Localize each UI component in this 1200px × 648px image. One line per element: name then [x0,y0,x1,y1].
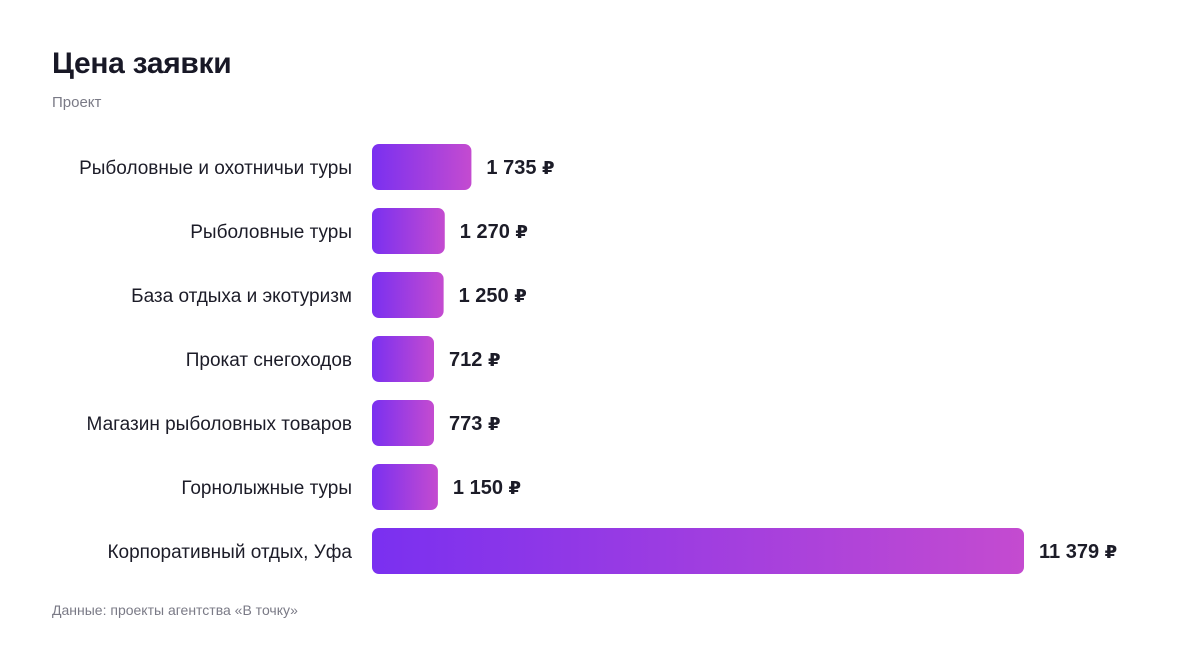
category-label: Прокат снегоходов [186,350,352,371]
value-label: 1 270 ₽ [460,221,528,243]
bar [372,272,444,318]
value-label: 1 735 ₽ [486,157,554,179]
category-label: Корпоративный отдых, Уфа [107,542,352,563]
value-label: 1 150 ₽ [453,477,521,499]
value-label: 712 ₽ [449,349,500,371]
chart-title: Цена заявки [52,47,232,80]
category-label: База отдыха и экотуризм [131,286,352,307]
value-label: 773 ₽ [449,413,500,435]
value-label: 11 379 ₽ [1039,541,1117,563]
category-label: Рыболовные туры [190,222,352,243]
category-label: Горнолыжные туры [181,478,352,499]
chart-body: Рыболовные и охотничьи туры 1 735 ₽ Рыболо… [79,144,1117,574]
category-label: Магазин рыболовных товаров [87,414,352,435]
value-label: 1 250 ₽ [459,285,527,307]
bar [372,528,1024,574]
chart-subtitle: Проект [52,94,102,111]
bar [372,336,434,382]
bar [372,144,472,190]
bar [372,464,438,510]
category-label: Рыболовные и охотничьи туры [79,158,352,179]
bar [372,400,434,446]
data-source-note: Данные: проекты агентства «В точку» [52,602,298,618]
bar [372,208,445,254]
